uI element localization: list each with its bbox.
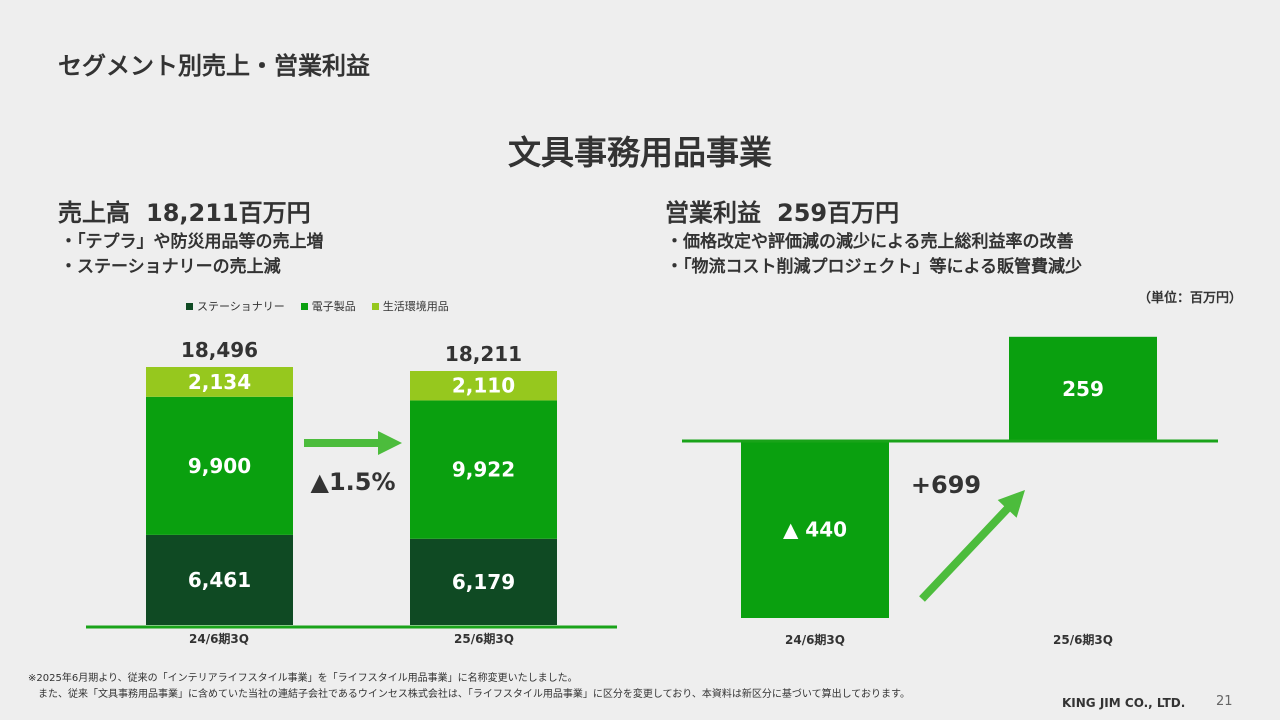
- bar-value-label: 6,179: [452, 570, 515, 594]
- bar-value-label: 2,134: [188, 370, 251, 394]
- sales-change-label: ▲1.5%: [310, 468, 395, 496]
- sales-chart: 6,461 9,900 2,134 18,496 6,179 9,922 2,110 18,2…: [86, 338, 617, 646]
- sales-value: 18,211百万円: [146, 199, 311, 227]
- profit-change-arrow: [919, 490, 1025, 602]
- sales-category-label: 25/6期3Q: [454, 631, 514, 646]
- bar-segment: [410, 400, 557, 539]
- bar: [741, 441, 889, 618]
- bar-value-label: 259: [1062, 377, 1104, 401]
- legend-item-stationery: ステーショナリー: [186, 298, 285, 314]
- profit-label: 営業利益: [665, 199, 761, 227]
- bar-value-label: ▲ 440: [783, 518, 847, 542]
- bar-segment: [146, 367, 293, 397]
- footnote-line-1: ※2025年6月期より、従来の「インテリアライフスタイル事業」を「ライフスタイル…: [28, 673, 578, 684]
- sales-change-arrow: [304, 431, 402, 455]
- bar-segment: [146, 396, 293, 535]
- footnote: ※2025年6月期より、従来の「インテリアライフスタイル事業」を「ライフスタイル…: [28, 671, 910, 703]
- bar-value-label: 9,922: [452, 458, 515, 482]
- unit-note: （単位：百万円）: [1138, 291, 1243, 306]
- legend-item-living: 生活環境用品: [371, 298, 449, 314]
- bar-segment: [410, 371, 557, 401]
- profit-bars: ▲ 440 259: [741, 336, 1157, 618]
- bar: [1009, 336, 1157, 441]
- footnote-line-2: また、従来「文具事務用品事業」に含めていた当社の連結子会社であるウインセス株式会…: [38, 689, 910, 700]
- profit-bullet-2: ・「物流コスト削減プロジェクト」等による販管費減少: [666, 257, 1082, 277]
- bar-segment: [146, 534, 293, 625]
- sales-label: 売上高: [58, 199, 130, 227]
- bar-value-label: 2,110: [452, 374, 515, 398]
- legend-swatch-electronics: [300, 302, 308, 310]
- page-title: セグメント別売上・営業利益: [58, 52, 370, 80]
- legend-label-living: 生活環境用品: [382, 300, 449, 313]
- profit-headline: 営業利益 259百万円: [665, 193, 899, 228]
- segment-title: 文具事務用品事業: [508, 133, 772, 172]
- legend-label-electronics: 電子製品: [311, 300, 356, 313]
- sales-legend: ステーショナリー 電子製品 生活環境用品: [186, 298, 449, 314]
- legend-label-stationery: ステーショナリー: [197, 300, 285, 313]
- bar-segment: [410, 538, 557, 625]
- legend-swatch-living: [371, 302, 379, 310]
- sales-bullet-1: ・「テプラ」や防災用品等の売上増: [60, 232, 324, 252]
- sales-bullet-2: ・ステーショナリーの売上減: [60, 257, 281, 277]
- sales-headline: 売上高 18,211百万円: [58, 193, 311, 228]
- profit-chart: ▲ 440 259 +699 24/6期3Q 25/6期3Q: [682, 336, 1218, 647]
- company-name: KING JIM CO., LTD.: [1062, 696, 1186, 710]
- bar-value-label: 9,900: [188, 454, 251, 478]
- profit-value: 259百万円: [777, 199, 900, 227]
- legend-item-electronics: 電子製品: [300, 298, 356, 314]
- sales-bars: 6,461 9,900 2,134 18,496 6,179 9,922 2,110 18,2…: [146, 338, 557, 625]
- profit-category-label: 24/6期3Q: [785, 632, 845, 647]
- profit-bullet-1: ・価格改定や評価減の減少による売上総利益率の改善: [666, 232, 1074, 252]
- sales-category-label: 24/6期3Q: [189, 631, 249, 646]
- bar-value-label: 6,461: [188, 568, 251, 592]
- bar-total-label: 18,211: [445, 342, 522, 366]
- legend-swatch-stationery: [186, 302, 193, 310]
- bar-total-label: 18,496: [181, 338, 258, 362]
- profit-change-label: +699: [911, 471, 981, 499]
- page-number: 21: [1216, 694, 1233, 709]
- profit-category-label: 25/6期3Q: [1053, 632, 1113, 647]
